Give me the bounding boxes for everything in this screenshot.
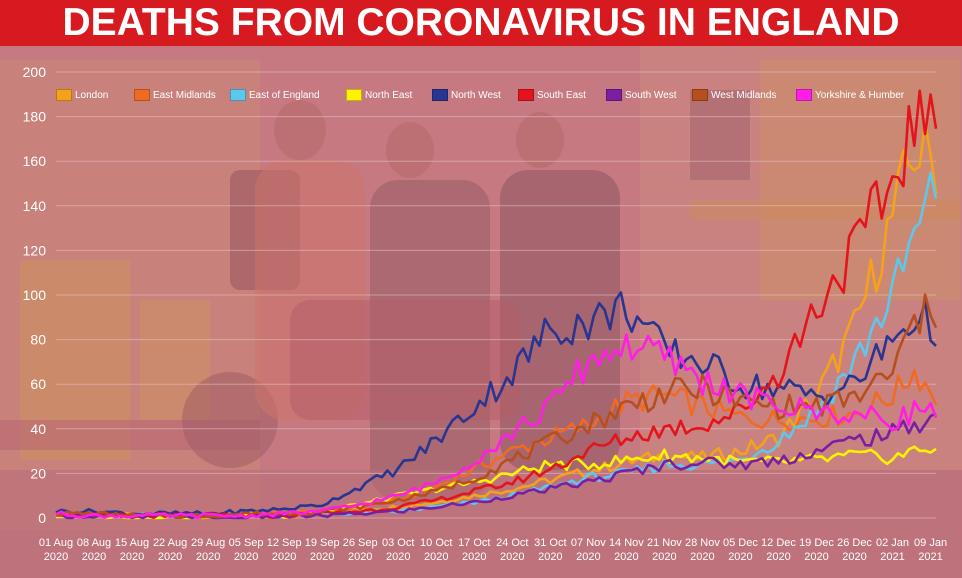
x-tick-label: 10 Oct 2020 [420, 537, 452, 563]
x-tick-label: 08 Aug 2020 [77, 537, 111, 563]
y-tick-label: 100 [23, 287, 47, 303]
legend-item: North West [432, 88, 501, 102]
legend-swatch [230, 89, 246, 101]
legend-item: North East [346, 88, 412, 102]
legend-item: West Midlands [692, 88, 776, 102]
legend-label: Yorkshire & Humber [815, 89, 905, 101]
legend-label: West Midlands [711, 89, 777, 101]
x-tick-label: 26 Dec 2020 [837, 537, 872, 563]
x-tick-label: 17 Oct 2020 [458, 537, 490, 563]
title-bar: DEATHS FROM CORONAVIRUS IN ENGLAND [0, 0, 962, 46]
y-tick-label: 160 [23, 153, 47, 169]
chart-legend: London East Midlands East of England North … [56, 88, 946, 102]
x-tick-label: 21 Nov 2020 [647, 537, 682, 563]
legend-item: Yorkshire & Humber [796, 88, 904, 102]
legend-swatch [346, 89, 362, 101]
x-tick-label: 12 Dec 2020 [761, 537, 796, 563]
y-tick-label: 80 [30, 332, 46, 348]
legend-swatch [692, 89, 708, 101]
legend-label: South West [625, 89, 677, 101]
y-tick-label: 200 [23, 64, 47, 80]
legend-item: East Midlands [134, 88, 216, 102]
x-tick-label: 26 Sep 2020 [343, 537, 378, 563]
legend-swatch [56, 89, 72, 101]
x-tick-label: 05 Dec 2020 [723, 537, 758, 563]
legend-label: London [75, 89, 109, 101]
y-tick-label: 60 [30, 376, 46, 392]
y-tick-label: 140 [23, 198, 47, 214]
y-tick-label: 0 [38, 510, 46, 526]
legend-label: North East [365, 89, 413, 101]
x-tick-label: 22 Aug 2020 [153, 537, 187, 563]
legend-item: London [56, 88, 108, 102]
legend-label: South East [537, 89, 586, 101]
series-line-west-midlands [55, 293, 938, 520]
legend-item: South East [518, 88, 586, 102]
y-tick-label: 40 [30, 421, 46, 437]
legend-label: East of England [249, 89, 320, 101]
legend-swatch [518, 89, 534, 101]
x-tick-label: 09 Jan 2021 [914, 537, 947, 563]
series-line-east-of-england [55, 171, 938, 520]
legend-item: South West [606, 88, 677, 102]
legend-label: East Midlands [153, 89, 216, 101]
x-tick-label: 03 Oct 2020 [382, 537, 414, 563]
x-tick-label: 01 Aug 2020 [39, 537, 73, 563]
y-tick-label: 120 [23, 242, 47, 258]
series-line-yorkshire-humber [55, 333, 938, 520]
x-tick-label: 28 Nov 2020 [685, 537, 720, 563]
y-tick-label: 180 [23, 109, 47, 125]
legend-label: North West [451, 89, 501, 101]
x-tick-label: 19 Sep 2020 [305, 537, 340, 563]
legend-swatch [796, 89, 812, 101]
series-line-south-east [55, 89, 938, 520]
x-tick-label: 02 Jan 2021 [876, 537, 909, 563]
chart-title: DEATHS FROM CORONAVIRUS IN ENGLAND [62, 1, 900, 44]
x-tick-label: 29 Aug 2020 [191, 537, 225, 563]
x-tick-label: 15 Aug 2020 [115, 537, 149, 563]
x-tick-label: 07 Nov 2020 [571, 537, 606, 563]
x-tick-label: 14 Nov 2020 [609, 537, 644, 563]
line-chart: 0 20 40 60 80 100 120 140 160 180 200 01 Aug 202008 … [23, 64, 947, 563]
x-tick-label: 12 Sep 2020 [267, 537, 302, 563]
x-tick-label: 31 Oct 2020 [534, 537, 566, 563]
legend-swatch [606, 89, 622, 101]
legend-item: East of England [230, 88, 320, 102]
legend-swatch [432, 89, 448, 101]
x-tick-label: 05 Sep 2020 [229, 537, 264, 563]
legend-swatch [134, 89, 150, 101]
x-tick-label: 24 Oct 2020 [496, 537, 528, 563]
y-tick-label: 20 [30, 465, 46, 481]
x-tick-label: 19 Dec 2020 [799, 537, 834, 563]
